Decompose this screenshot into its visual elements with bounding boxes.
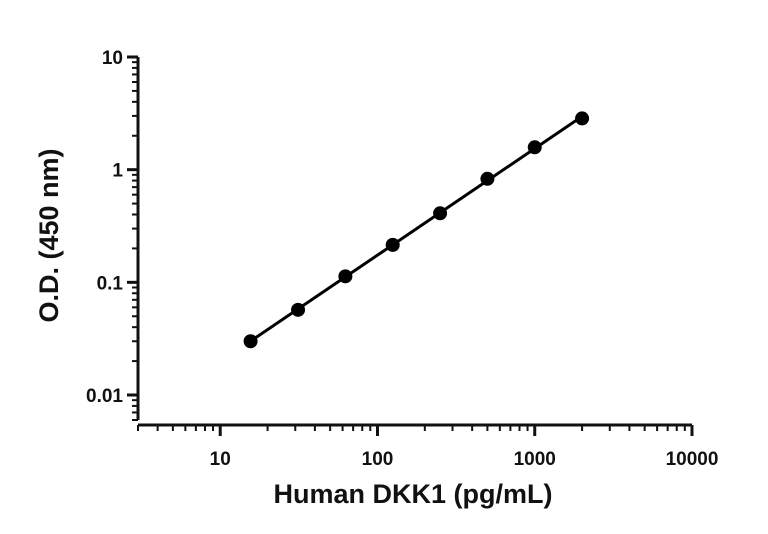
data-point <box>433 206 448 221</box>
fit-line <box>249 115 583 343</box>
data-series <box>243 111 590 349</box>
data-point <box>575 111 590 126</box>
data-point <box>291 302 306 317</box>
y-tick-label: 10 <box>102 48 123 69</box>
x-tick-label: 1000 <box>514 449 556 470</box>
y-axis: 0.01 0.1 1 10 <box>86 48 140 421</box>
y-tick-label: 0.1 <box>97 273 124 294</box>
x-tick-label: 100 <box>362 449 394 470</box>
y-axis-title: O.D. (450 nm) <box>34 148 64 322</box>
y-tick-label: 0.01 <box>86 386 123 407</box>
x-tick-label: 10 <box>210 449 231 470</box>
data-point <box>527 140 542 155</box>
data-point <box>480 171 495 186</box>
x-tick-label: 10000 <box>666 449 719 470</box>
data-point <box>243 334 258 349</box>
data-point <box>385 237 400 252</box>
x-axis-title: Human DKK1 (pg/mL) <box>274 479 553 509</box>
y-tick-label: 1 <box>112 161 123 182</box>
data-point <box>338 269 353 284</box>
x-axis: 10 100 1000 10000 <box>137 423 719 470</box>
